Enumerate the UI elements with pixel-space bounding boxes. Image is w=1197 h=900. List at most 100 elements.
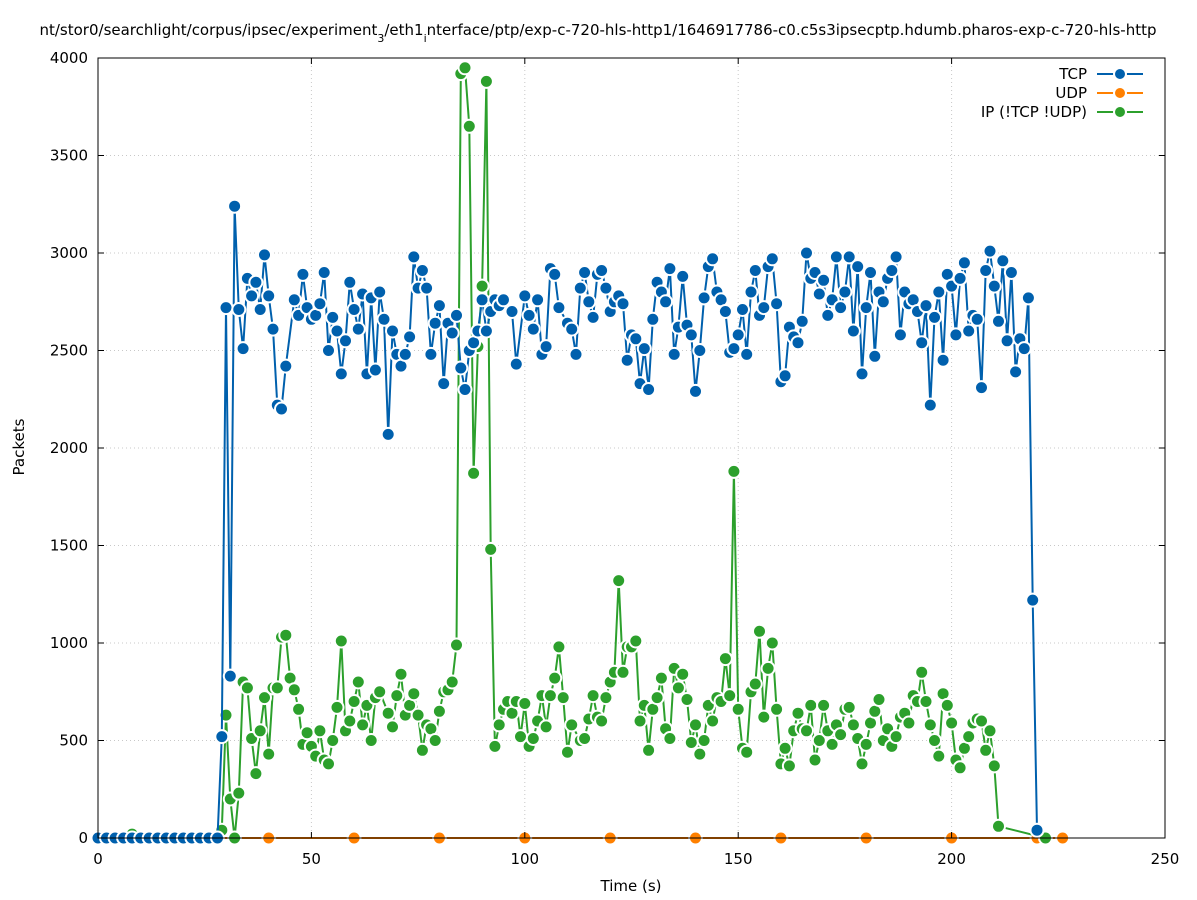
data-point [560, 744, 575, 760]
data-point [961, 729, 977, 745]
data-point [525, 321, 541, 337]
data-point [525, 731, 541, 746]
data-point [799, 723, 814, 739]
y-tick-label: 1000 [50, 634, 88, 652]
data-point [389, 688, 405, 704]
data-point [688, 383, 703, 399]
data-point [961, 323, 977, 339]
data-point [641, 382, 657, 397]
data-point [645, 311, 661, 327]
data-point [474, 278, 490, 294]
data-point [794, 313, 810, 329]
data-point [790, 705, 806, 721]
data-point [248, 766, 264, 782]
data-point [517, 696, 533, 711]
data-point [248, 274, 264, 290]
data-point [342, 274, 358, 290]
chart-title-sub2: i [424, 32, 427, 45]
x-tick-label: 50 [302, 850, 321, 868]
data-point [914, 335, 930, 351]
y-tick-label: 1500 [50, 537, 88, 555]
data-point [615, 296, 631, 312]
data-point [632, 713, 648, 729]
data-point [807, 752, 823, 768]
y-tick-label: 3500 [50, 147, 88, 165]
data-point [986, 758, 1002, 774]
data-point [918, 298, 934, 314]
data-point [372, 284, 388, 300]
data-point [414, 742, 430, 758]
chart-title-prefix: nt/stor0/searchlight/corpus/ipsec/experi… [39, 21, 377, 39]
data-point [312, 723, 328, 739]
data-point [1016, 341, 1032, 357]
data-point [521, 307, 537, 323]
data-point [427, 733, 443, 748]
data-point [914, 664, 930, 680]
data-point [568, 346, 584, 362]
x-tick-label: 150 [724, 850, 753, 868]
y-tick-label: 0 [78, 829, 88, 847]
data-point [939, 697, 955, 713]
x-tick-label: 250 [1151, 850, 1180, 868]
data-point [756, 709, 772, 725]
data-point [316, 265, 332, 280]
data-point [974, 380, 989, 396]
data-point [431, 703, 447, 719]
data-point [504, 304, 520, 319]
data-point [346, 694, 362, 709]
chart-title: nt/stor0/searchlight/corpus/ipsec/experi… [39, 21, 1156, 45]
data-point [239, 680, 255, 696]
data-point [858, 736, 874, 752]
data-point [730, 701, 746, 717]
data-point [790, 335, 806, 351]
data-point [453, 360, 469, 376]
legend-marker [1113, 86, 1127, 100]
data-point [444, 325, 460, 341]
data-point [274, 401, 289, 417]
data-point [231, 785, 247, 801]
data-point [760, 660, 776, 676]
data-point [735, 302, 750, 317]
data-point [888, 729, 904, 745]
data-point [406, 249, 422, 265]
data-point [991, 313, 1006, 329]
data-point [986, 278, 1002, 294]
data-point [892, 327, 908, 343]
data-point [956, 255, 972, 271]
data-point [551, 639, 567, 655]
data-point [551, 300, 567, 316]
data-point [696, 733, 712, 748]
data-point [675, 268, 691, 284]
data-point [927, 733, 942, 748]
data-point [252, 302, 268, 317]
data-point [257, 690, 272, 706]
y-tick-label: 500 [59, 732, 88, 750]
data-point [466, 465, 482, 481]
data-point [333, 633, 349, 649]
data-point [688, 717, 703, 733]
chart-title-sub1: 3 [377, 32, 384, 45]
data-point [325, 309, 341, 325]
data-point [530, 292, 546, 308]
legend-marker [1113, 67, 1127, 81]
data-point [692, 746, 708, 762]
data-point [854, 756, 870, 772]
data-point [594, 263, 610, 278]
data-point [662, 261, 678, 277]
data-point [278, 358, 294, 374]
data-point [342, 713, 358, 729]
data-point [414, 263, 430, 278]
y-tick-label: 2000 [50, 439, 88, 457]
series-tcp [90, 198, 1045, 846]
data-point [931, 284, 947, 300]
data-point [577, 731, 593, 746]
data-point [555, 690, 571, 706]
data-point [333, 366, 349, 382]
data-point [935, 352, 951, 368]
data-point [820, 307, 836, 323]
data-point [978, 742, 994, 758]
data-point [363, 733, 379, 748]
data-point [483, 541, 499, 557]
legend-label: TCP [1058, 65, 1087, 83]
